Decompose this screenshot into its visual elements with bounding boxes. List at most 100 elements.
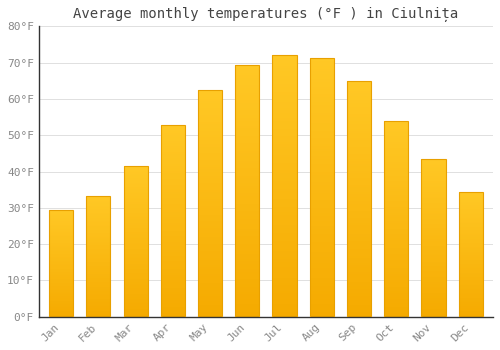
Bar — [458, 250, 483, 252]
Bar — [124, 231, 148, 232]
Bar — [347, 183, 371, 185]
Bar — [235, 219, 260, 221]
Bar — [124, 223, 148, 225]
Bar — [160, 292, 185, 294]
Bar — [347, 143, 371, 145]
Bar — [124, 266, 148, 267]
Bar — [86, 282, 110, 283]
Bar — [347, 218, 371, 220]
Bar — [310, 286, 334, 288]
Bar — [347, 161, 371, 164]
Bar — [124, 275, 148, 276]
Bar — [347, 263, 371, 265]
Bar — [49, 261, 73, 262]
Bar — [347, 284, 371, 286]
Bar — [310, 169, 334, 172]
Bar — [49, 278, 73, 279]
Bar — [235, 123, 260, 126]
Bar — [384, 311, 408, 313]
Bar — [124, 300, 148, 302]
Bar — [272, 63, 296, 66]
Bar — [160, 141, 185, 143]
Bar — [160, 162, 185, 164]
Bar — [86, 287, 110, 288]
Bar — [160, 200, 185, 202]
Bar — [458, 215, 483, 217]
Bar — [347, 157, 371, 159]
Bar — [310, 296, 334, 299]
Bar — [272, 215, 296, 217]
Bar — [458, 223, 483, 224]
Bar — [458, 233, 483, 234]
Bar — [198, 149, 222, 151]
Bar — [422, 202, 446, 203]
Bar — [86, 289, 110, 290]
Bar — [124, 297, 148, 299]
Bar — [198, 128, 222, 131]
Bar — [235, 314, 260, 317]
Bar — [310, 125, 334, 128]
Bar — [347, 225, 371, 228]
Bar — [422, 312, 446, 314]
Bar — [124, 278, 148, 279]
Bar — [422, 175, 446, 176]
Bar — [49, 210, 73, 317]
Bar — [49, 304, 73, 305]
Bar — [347, 96, 371, 98]
Bar — [86, 244, 110, 245]
Bar — [384, 203, 408, 205]
Bar — [198, 258, 222, 260]
Bar — [384, 287, 408, 289]
Bar — [458, 241, 483, 243]
Bar — [49, 305, 73, 306]
Bar — [310, 281, 334, 283]
Bar — [160, 276, 185, 279]
Bar — [124, 225, 148, 226]
Bar — [458, 191, 483, 317]
Bar — [272, 181, 296, 183]
Bar — [235, 214, 260, 216]
Bar — [384, 232, 408, 234]
Bar — [272, 275, 296, 278]
Bar — [198, 246, 222, 249]
Bar — [86, 265, 110, 266]
Bar — [124, 213, 148, 214]
Bar — [422, 292, 446, 293]
Bar — [198, 194, 222, 196]
Bar — [272, 58, 296, 61]
Bar — [310, 74, 334, 76]
Bar — [49, 276, 73, 277]
Bar — [347, 105, 371, 107]
Bar — [347, 103, 371, 105]
Bar — [86, 236, 110, 237]
Bar — [160, 145, 185, 146]
Bar — [235, 244, 260, 246]
Bar — [422, 228, 446, 230]
Bar — [272, 103, 296, 105]
Bar — [198, 138, 222, 140]
Bar — [310, 102, 334, 105]
Bar — [235, 269, 260, 272]
Bar — [310, 275, 334, 278]
Bar — [458, 280, 483, 282]
Bar — [198, 283, 222, 285]
Bar — [124, 205, 148, 207]
Bar — [347, 281, 371, 284]
Bar — [86, 243, 110, 244]
Bar — [384, 301, 408, 303]
Bar — [458, 313, 483, 314]
Bar — [310, 164, 334, 167]
Bar — [198, 251, 222, 253]
Bar — [458, 205, 483, 206]
Bar — [160, 223, 185, 225]
Bar — [160, 298, 185, 300]
Bar — [124, 229, 148, 231]
Bar — [235, 135, 260, 138]
Bar — [235, 116, 260, 118]
Bar — [310, 208, 334, 211]
Bar — [347, 220, 371, 223]
Bar — [347, 124, 371, 126]
Bar — [272, 304, 296, 306]
Bar — [124, 186, 148, 187]
Bar — [124, 193, 148, 195]
